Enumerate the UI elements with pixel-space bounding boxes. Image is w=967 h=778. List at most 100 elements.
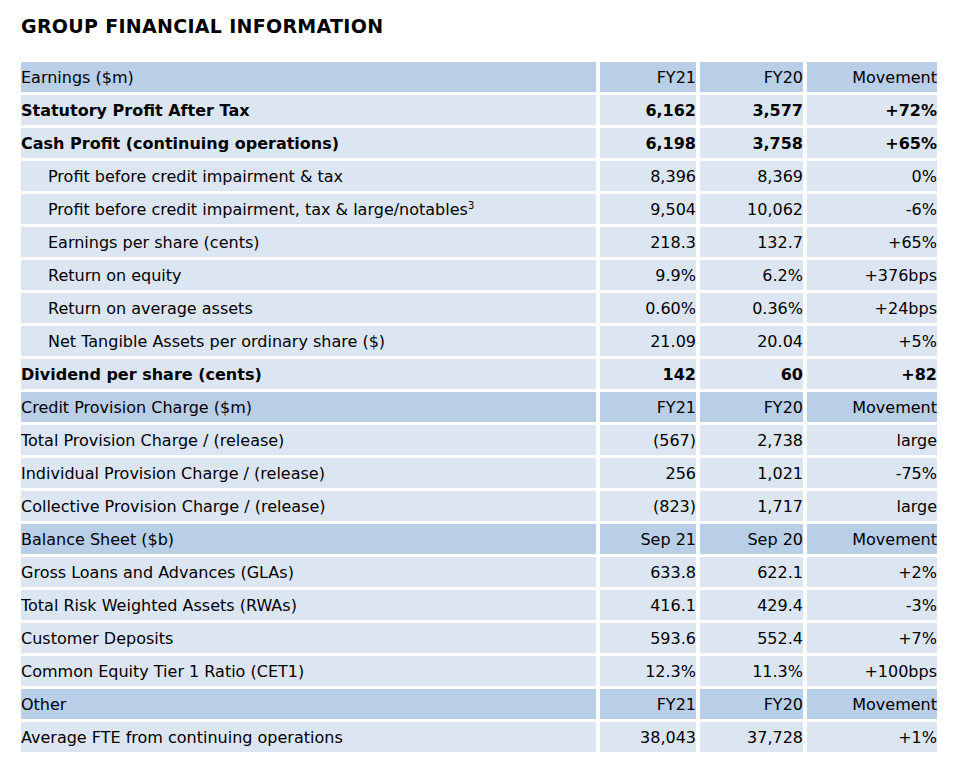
period1-header: FY21	[598, 688, 698, 721]
period2-value: 1,021	[698, 457, 805, 490]
section-label: Balance Sheet ($b)	[21, 523, 598, 556]
page-title: GROUP FINANCIAL INFORMATION	[0, 0, 967, 37]
period2-value: 552.4	[698, 622, 805, 655]
period2-value: 3,577	[698, 94, 805, 127]
row-label: Common Equity Tier 1 Ratio (CET1)	[21, 655, 598, 688]
row-label-text: Average FTE from continuing operations	[21, 728, 343, 747]
period2-value: 622.1	[698, 556, 805, 589]
row-label: Dividend per share (cents)	[21, 358, 598, 391]
table-row: Collective Provision Charge / (release)(…	[21, 490, 937, 523]
period1-header: FY21	[598, 391, 698, 424]
period2-value: 2,738	[698, 424, 805, 457]
movement-header: Movement	[805, 688, 937, 721]
period1-value: 6,162	[598, 94, 698, 127]
row-label: Customer Deposits	[21, 622, 598, 655]
period2-value: 8,369	[698, 160, 805, 193]
period1-header: FY21	[598, 62, 698, 94]
row-label-text: Individual Provision Charge / (release)	[21, 464, 325, 483]
row-label-text: Dividend per share (cents)	[21, 365, 262, 384]
period1-value: 21.09	[598, 325, 698, 358]
section-label: Other	[21, 688, 598, 721]
movement-value: large	[805, 490, 937, 523]
table-row: Return on average assets0.60%0.36%+24bps	[21, 292, 937, 325]
row-label-text: Common Equity Tier 1 Ratio (CET1)	[21, 662, 304, 681]
row-label: Profit before credit impairment & tax	[21, 160, 598, 193]
period2-value: 1,717	[698, 490, 805, 523]
row-label: Statutory Profit After Tax	[21, 94, 598, 127]
period2-value: 20.04	[698, 325, 805, 358]
period1-value: 0.60%	[598, 292, 698, 325]
row-label-text: Total Provision Charge / (release)	[21, 431, 284, 450]
period1-value: 416.1	[598, 589, 698, 622]
movement-value: 0%	[805, 160, 937, 193]
movement-value: +2%	[805, 556, 937, 589]
period2-value: 10,062	[698, 193, 805, 226]
section-header-row: Balance Sheet ($b)Sep 21Sep 20Movement	[21, 523, 937, 556]
movement-header: Movement	[805, 391, 937, 424]
row-label-text: Statutory Profit After Tax	[21, 101, 250, 120]
row-label: Total Risk Weighted Assets (RWAs)	[21, 589, 598, 622]
period1-value: 256	[598, 457, 698, 490]
period1-value: 8,396	[598, 160, 698, 193]
period1-value: 38,043	[598, 721, 698, 754]
period2-value: 60	[698, 358, 805, 391]
financial-table: Earnings ($m)FY21FY20MovementStatutory P…	[21, 62, 937, 755]
movement-value: -6%	[805, 193, 937, 226]
period2-header: FY20	[698, 688, 805, 721]
row-label: Average FTE from continuing operations	[21, 721, 598, 754]
period1-header: Sep 21	[598, 523, 698, 556]
table-row: Dividend per share (cents) 14260+82	[21, 358, 937, 391]
financial-table-body: Earnings ($m)FY21FY20MovementStatutory P…	[21, 62, 937, 754]
movement-header: Movement	[805, 523, 937, 556]
table-row: Statutory Profit After Tax6,1623,577+72%	[21, 94, 937, 127]
period1-value: 218.3	[598, 226, 698, 259]
row-label: Net Tangible Assets per ordinary share (…	[21, 325, 598, 358]
table-row: Net Tangible Assets per ordinary share (…	[21, 325, 937, 358]
row-label-text: Gross Loans and Advances (GLAs)	[21, 563, 294, 582]
table-row: Profit before credit impairment & tax8,3…	[21, 160, 937, 193]
movement-value: +7%	[805, 622, 937, 655]
table-row: Individual Provision Charge / (release) 2…	[21, 457, 937, 490]
movement-value: +65%	[805, 226, 937, 259]
period1-value: (567)	[598, 424, 698, 457]
period2-value: 37,728	[698, 721, 805, 754]
row-label: Earnings per share (cents)	[21, 226, 598, 259]
movement-value: +65%	[805, 127, 937, 160]
movement-value: +5%	[805, 325, 937, 358]
period2-header: FY20	[698, 62, 805, 94]
period2-header: Sep 20	[698, 523, 805, 556]
period2-header: FY20	[698, 391, 805, 424]
period1-value: (823)	[598, 490, 698, 523]
period2-value: 11.3%	[698, 655, 805, 688]
page: GROUP FINANCIAL INFORMATION Earnings ($m…	[0, 0, 967, 778]
movement-value: -75%	[805, 457, 937, 490]
table-row: Customer Deposits593.6552.4+7%	[21, 622, 937, 655]
row-label-text: Return on average assets	[48, 299, 253, 318]
table-row: Common Equity Tier 1 Ratio (CET1) 12.3%11…	[21, 655, 937, 688]
period1-value: 593.6	[598, 622, 698, 655]
movement-header: Movement	[805, 62, 937, 94]
row-label-text: Earnings per share (cents)	[48, 233, 260, 252]
movement-value: +82	[805, 358, 937, 391]
period2-value: 0.36%	[698, 292, 805, 325]
period2-value: 429.4	[698, 589, 805, 622]
section-header-row: Credit Provision Charge ($m)FY21FY20Move…	[21, 391, 937, 424]
row-label-text: Return on equity	[48, 266, 182, 285]
period2-value: 132.7	[698, 226, 805, 259]
section-label: Earnings ($m)	[21, 62, 598, 94]
period1-value: 633.8	[598, 556, 698, 589]
row-label: Profit before credit impairment, tax & l…	[21, 193, 598, 226]
period1-value: 9,504	[598, 193, 698, 226]
row-label: Gross Loans and Advances (GLAs)	[21, 556, 598, 589]
row-label: Total Provision Charge / (release)	[21, 424, 598, 457]
table-row: Return on equity9.9%6.2%+376bps	[21, 259, 937, 292]
table-row: Earnings per share (cents) 218.3132.7+65%	[21, 226, 937, 259]
period1-value: 12.3%	[598, 655, 698, 688]
row-label: Return on average assets	[21, 292, 598, 325]
row-label-text: Profit before credit impairment, tax & l…	[48, 200, 468, 219]
movement-value: +376bps	[805, 259, 937, 292]
table-row: Total Provision Charge / (release) (567)2…	[21, 424, 937, 457]
row-label: Cash Profit (continuing operations)	[21, 127, 598, 160]
period1-value: 142	[598, 358, 698, 391]
row-label-text: Net Tangible Assets per ordinary share (…	[48, 332, 385, 351]
